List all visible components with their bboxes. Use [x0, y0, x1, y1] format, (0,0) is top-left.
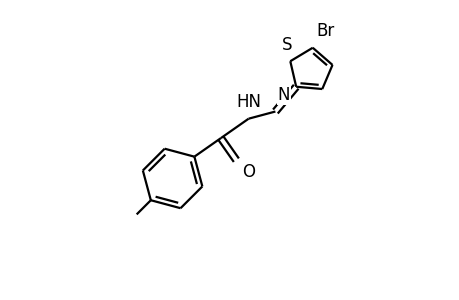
Text: HN: HN	[235, 93, 261, 111]
Text: O: O	[241, 163, 254, 181]
Text: S: S	[281, 35, 292, 53]
Text: Br: Br	[316, 22, 334, 40]
Text: N: N	[277, 86, 290, 104]
